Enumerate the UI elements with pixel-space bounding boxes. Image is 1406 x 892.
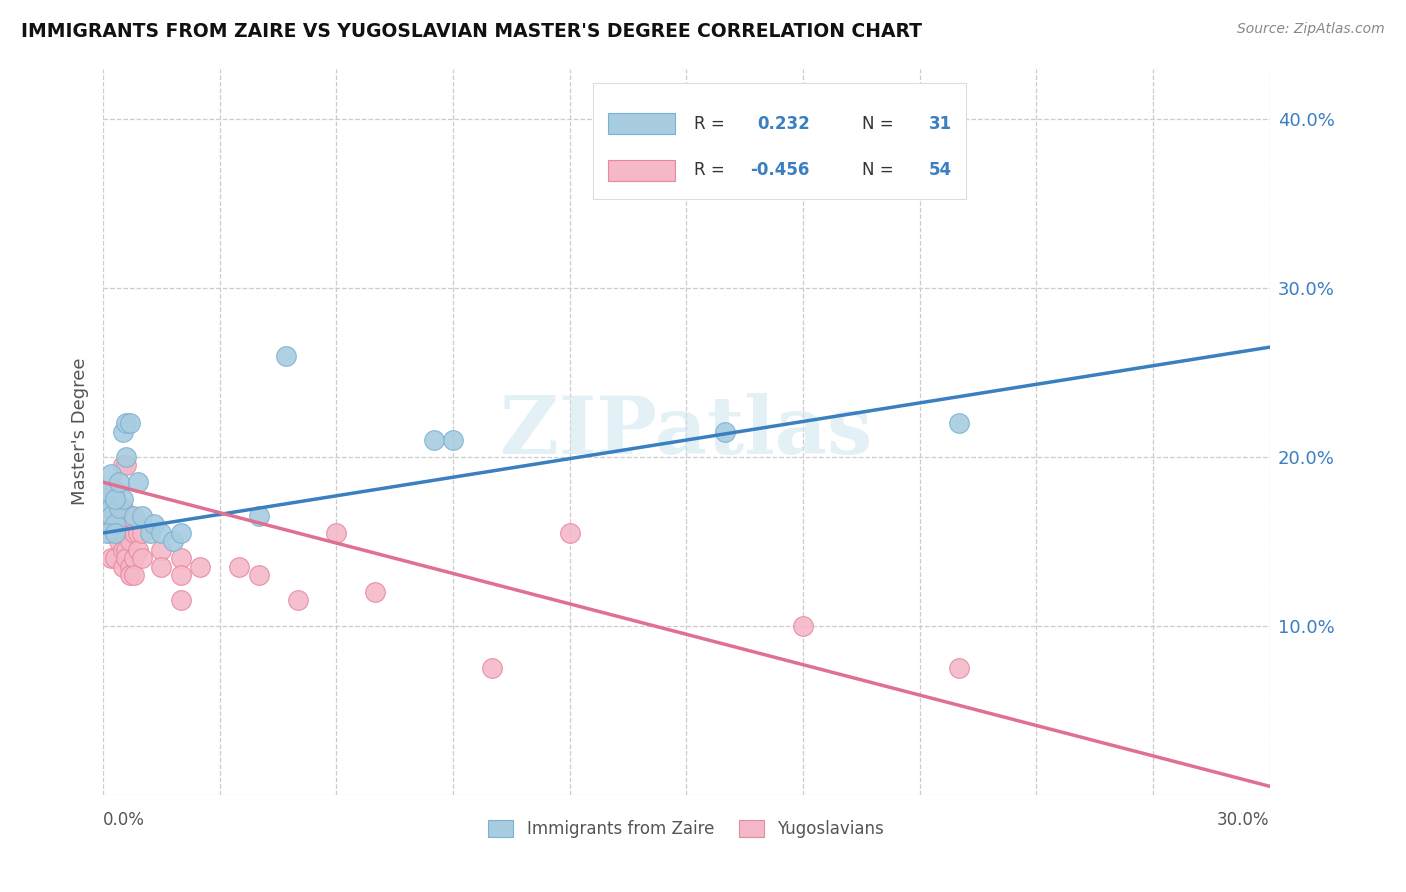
Point (100, 467, 122, 481)
Point (96, 483, 118, 498)
Point (558, 525, 581, 540)
Point (111, 500, 134, 515)
Point (170, 593, 193, 607)
Point (115, 416, 138, 430)
Point (100, 509, 122, 524)
Point (441, 433, 464, 447)
Point (122, 568, 145, 582)
Point (115, 509, 138, 524)
Point (325, 525, 347, 540)
Point (131, 551, 153, 566)
Point (150, 525, 173, 540)
Point (139, 525, 162, 540)
Point (274, 349, 297, 363)
Point (170, 525, 193, 540)
Point (127, 542, 149, 557)
Point (104, 483, 127, 498)
Point (111, 492, 134, 507)
Point (115, 450, 138, 464)
Point (96, 492, 118, 507)
Point (120, 559, 142, 574)
Point (104, 525, 127, 540)
Point (100, 551, 122, 566)
Point (127, 475, 149, 490)
Point (104, 492, 127, 507)
Point (96, 483, 118, 498)
Point (104, 551, 127, 566)
Point (111, 559, 134, 574)
Point (100, 525, 122, 540)
Point (111, 425, 134, 439)
Point (120, 568, 142, 582)
Point (162, 534, 184, 549)
Point (111, 542, 134, 557)
Point (107, 509, 129, 524)
Legend: Immigrants from Zaire, Yugoslavians: Immigrants from Zaire, Yugoslavians (482, 813, 891, 845)
Point (115, 542, 138, 557)
Point (100, 492, 122, 507)
Point (142, 517, 165, 532)
Point (107, 525, 129, 540)
Y-axis label: Master's Degree: Master's Degree (72, 358, 89, 506)
Point (115, 458, 138, 473)
Point (287, 593, 309, 607)
Point (120, 416, 142, 430)
Point (122, 525, 145, 540)
Point (111, 525, 134, 540)
Point (120, 509, 142, 524)
Point (228, 559, 250, 574)
Point (792, 619, 814, 633)
Point (104, 509, 127, 524)
Point (247, 509, 270, 524)
Point (115, 551, 138, 566)
Point (104, 492, 127, 507)
Text: 30.0%: 30.0% (1218, 811, 1270, 829)
Point (100, 500, 122, 515)
Point (104, 525, 127, 540)
Point (150, 542, 173, 557)
Point (96, 492, 118, 507)
Point (188, 559, 211, 574)
Point (107, 500, 129, 515)
Point (96, 509, 118, 524)
Point (364, 585, 387, 599)
Text: ZIPatlas: ZIPatlas (501, 392, 873, 471)
Point (120, 534, 142, 549)
Point (122, 509, 145, 524)
Point (247, 568, 270, 582)
Point (100, 492, 122, 507)
Point (131, 509, 153, 524)
Point (104, 517, 127, 532)
Point (96, 500, 118, 515)
Point (714, 425, 737, 439)
Point (422, 433, 444, 447)
Text: IMMIGRANTS FROM ZAIRE VS YUGOSLAVIAN MASTER'S DEGREE CORRELATION CHART: IMMIGRANTS FROM ZAIRE VS YUGOSLAVIAN MAS… (21, 22, 922, 41)
Text: 0.0%: 0.0% (103, 811, 145, 829)
Point (170, 551, 193, 566)
Point (111, 458, 134, 473)
Point (100, 509, 122, 524)
Point (170, 568, 193, 582)
Point (948, 661, 970, 675)
Point (96, 525, 118, 540)
Point (948, 416, 970, 430)
Point (107, 534, 129, 549)
Point (107, 500, 129, 515)
Point (104, 492, 127, 507)
Point (122, 551, 145, 566)
Point (100, 500, 122, 515)
Text: Source: ZipAtlas.com: Source: ZipAtlas.com (1237, 22, 1385, 37)
Point (127, 525, 149, 540)
Point (131, 525, 153, 540)
Point (481, 661, 503, 675)
Point (150, 559, 173, 574)
Point (107, 475, 129, 490)
